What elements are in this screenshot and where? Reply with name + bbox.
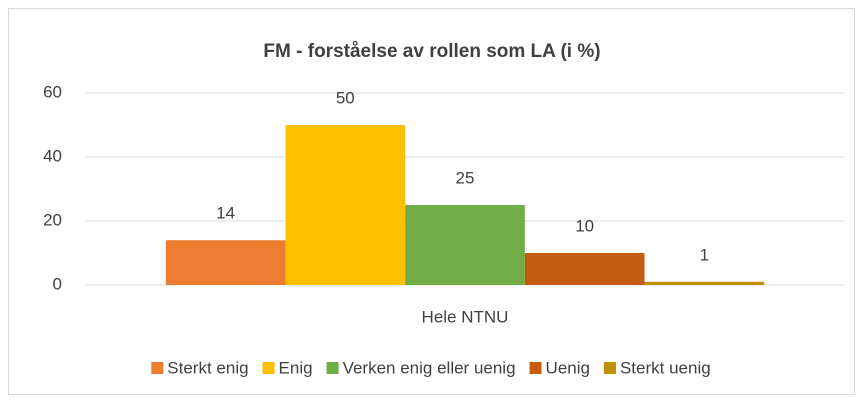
legend-swatch [529,362,542,374]
data-label: 1 [700,245,709,264]
legend-label: Verken enig eller uenig [343,358,516,377]
legend-swatch [262,362,275,374]
legend-swatch [151,362,164,374]
legend-swatch [603,362,616,374]
legend-label: Uenig [546,358,590,377]
legend-swatch [326,362,339,374]
bar [285,125,406,285]
chart-title: FM - forståelse av rollen som LA (i %) [263,41,600,62]
data-label: 10 [575,216,594,235]
bar [524,253,645,285]
bar [165,240,286,285]
chart-border [8,8,855,395]
data-label: 14 [216,204,235,223]
y-tick-label: 0 [53,274,62,293]
data-label: 50 [336,88,355,107]
bar [644,281,765,285]
legend-label: Enig [279,358,313,377]
legend-label: Sterkt uenig [620,358,711,377]
y-tick-label: 60 [43,82,62,101]
y-tick-label: 20 [43,210,62,229]
bar [405,205,525,285]
legend-label: Sterkt enig [167,358,248,377]
data-label: 25 [456,168,475,187]
y-tick-label: 40 [43,146,62,165]
x-tick-label: Hele NTNU [422,307,509,326]
